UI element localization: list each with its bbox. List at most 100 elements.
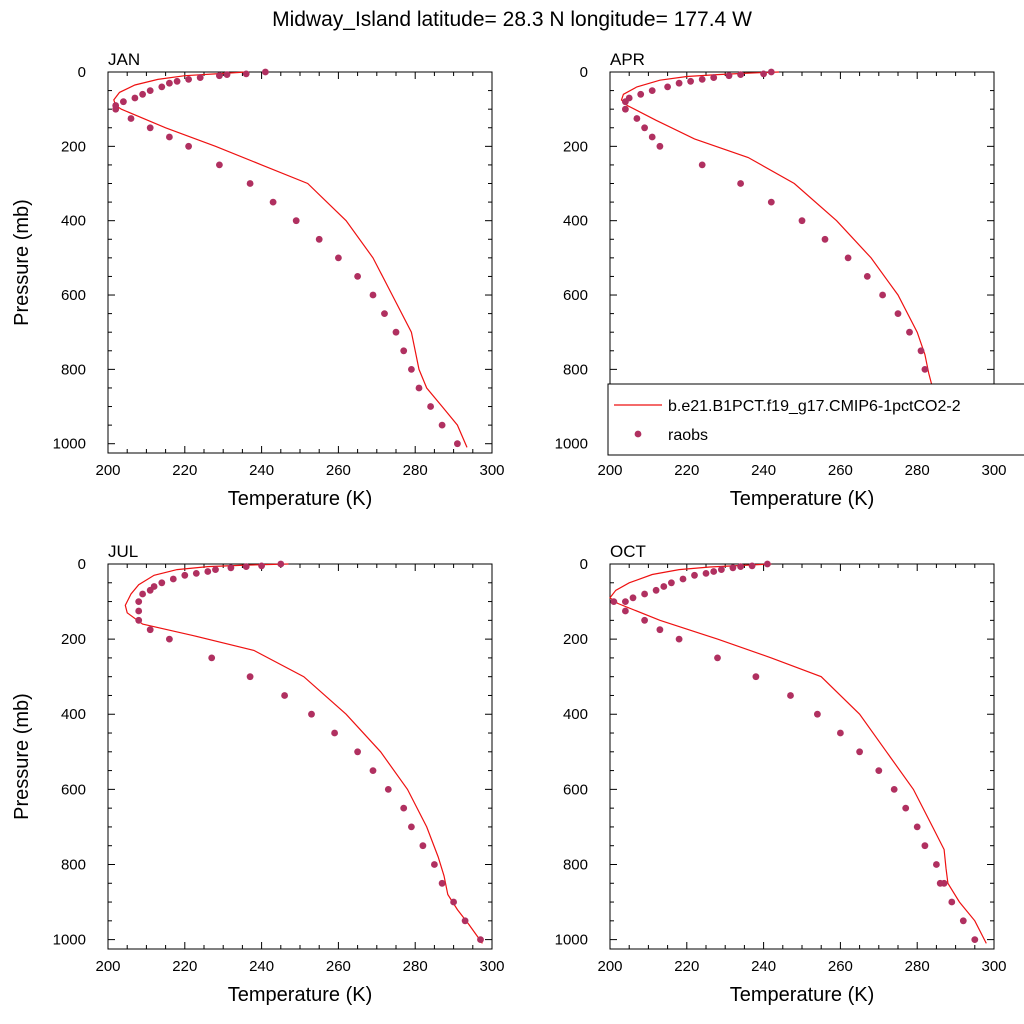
x-axis-label: Temperature (K)	[228, 488, 373, 510]
x-tick-label: 240	[249, 958, 274, 975]
data-point-raobs	[668, 579, 675, 587]
data-point-raobs	[354, 273, 361, 280]
data-point-raobs	[737, 180, 744, 187]
plot-frame	[609, 563, 995, 950]
y-tick-label: 0	[78, 64, 86, 81]
data-point-raobs	[856, 748, 863, 756]
data-point-raobs	[369, 291, 377, 299]
x-tick-label: 220	[674, 958, 699, 975]
x-axis-label: Temperature (K)	[730, 984, 875, 1006]
y-tick-label: 600	[563, 287, 588, 304]
x-tick-label: 200	[95, 958, 120, 975]
data-point-raobs	[384, 786, 392, 793]
data-point-raobs	[729, 564, 737, 572]
y-tick-label: 200	[563, 138, 588, 155]
data-point-raobs	[652, 586, 660, 594]
data-point-raobs	[863, 273, 871, 280]
data-point-raobs	[767, 68, 775, 76]
data-point-raobs	[427, 403, 434, 410]
data-point-raobs	[913, 823, 921, 831]
data-point-raobs	[675, 79, 683, 87]
data-point-raobs	[139, 90, 147, 98]
plot-frame	[107, 563, 493, 950]
data-point-raobs	[664, 83, 671, 91]
data-point-raobs	[710, 74, 718, 81]
data-point-raobs	[875, 767, 883, 774]
data-point-raobs	[331, 729, 338, 737]
series-line-model	[620, 71, 972, 448]
data-point-raobs	[637, 90, 645, 98]
data-point-raobs	[454, 440, 461, 448]
data-point-raobs	[431, 861, 438, 868]
data-point-raobs	[246, 180, 254, 187]
y-tick-label: 600	[563, 781, 588, 798]
data-point-raobs	[146, 87, 154, 94]
data-point-raobs	[242, 70, 250, 78]
data-point-raobs	[158, 579, 166, 587]
panel-jan: JAN 200 220 240 260 280 300 0 200 400 600 800 1000 Te…	[11, 50, 505, 510]
y-tick-label: 200	[563, 631, 588, 648]
data-point-raobs	[335, 254, 342, 262]
data-point-raobs	[281, 692, 288, 699]
data-point-raobs	[315, 235, 323, 243]
data-point-raobs	[461, 917, 469, 925]
data-point-raobs	[131, 94, 139, 102]
data-point-raobs	[610, 598, 618, 605]
data-point-raobs	[725, 72, 733, 80]
data-point-raobs	[354, 748, 361, 756]
y-tick-label: 400	[61, 213, 86, 230]
data-point-raobs	[760, 70, 767, 78]
data-point-raobs	[748, 562, 756, 570]
data-point-raobs	[146, 626, 154, 634]
x-tick-label: 300	[479, 958, 504, 975]
data-point-raobs	[641, 124, 648, 132]
series-line-model	[609, 563, 987, 944]
x-tick-label: 280	[403, 462, 428, 479]
data-point-raobs	[622, 98, 629, 106]
data-point-raobs	[656, 626, 664, 634]
figure-title: Midway_Island latitude= 28.3 N longitude…	[272, 8, 752, 31]
data-point-raobs	[246, 673, 254, 681]
data-point-raobs	[787, 692, 794, 699]
data-point-raobs	[185, 76, 193, 83]
data-point-raobs	[814, 710, 821, 718]
legend-obs-label: raobs	[668, 427, 708, 444]
legend-obs-swatch	[634, 430, 642, 438]
data-point-raobs	[408, 823, 415, 831]
panel-title: APR	[610, 50, 645, 69]
x-axis-label: Temperature (K)	[730, 488, 875, 510]
data-point-raobs	[710, 568, 718, 575]
data-point-raobs	[948, 898, 956, 906]
legend: b.e21.B1PCT.f19_g17.CMIP6-1pctCO2-2 raob…	[607, 383, 1024, 456]
data-point-raobs	[415, 384, 423, 392]
y-tick-label: 400	[563, 706, 588, 723]
data-point-raobs	[185, 142, 193, 150]
panel-title: OCT	[610, 542, 646, 561]
y-tick-label: 600	[61, 287, 86, 304]
data-point-raobs	[196, 74, 204, 81]
data-point-raobs	[687, 77, 694, 85]
data-point-raobs	[752, 673, 760, 681]
data-point-raobs	[675, 635, 683, 643]
data-point-raobs	[633, 115, 641, 122]
x-tick-label: 280	[905, 462, 930, 479]
data-point-raobs	[767, 198, 775, 206]
data-point-raobs	[691, 571, 698, 579]
data-point-raobs	[262, 68, 269, 76]
data-point-raobs	[940, 879, 948, 887]
data-point-raobs	[212, 566, 219, 573]
panel-jul: JUL 200 220 240 260 280 300 0 200 400 600 800 1000 Te…	[11, 542, 505, 1006]
x-tick-label: 260	[828, 462, 853, 479]
data-point-raobs	[477, 936, 484, 943]
y-axis-label: Pressure (mb)	[11, 199, 33, 326]
x-axis-label: Temperature (K)	[228, 984, 373, 1006]
data-point-raobs	[622, 598, 629, 605]
data-point-raobs	[438, 879, 446, 887]
data-point-raobs	[216, 72, 223, 80]
y-axis-label: Pressure (mb)	[11, 693, 33, 820]
x-tick-label: 200	[597, 462, 622, 479]
data-point-raobs	[917, 347, 925, 355]
legend-box	[607, 383, 1024, 456]
y-tick-label: 1000	[53, 436, 86, 453]
